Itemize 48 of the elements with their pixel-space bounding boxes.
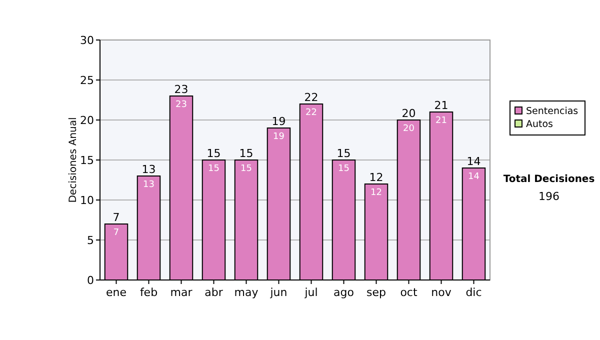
y-tick-label: 15 [80, 154, 94, 167]
y-tick-label: 20 [80, 114, 94, 127]
y-tick-label: 30 [80, 34, 94, 47]
data-label: 22 [306, 108, 317, 118]
total-label: 15 [336, 147, 351, 160]
data-label: 13 [143, 180, 154, 190]
data-label: 23 [176, 100, 187, 110]
x-tick-label: ago [334, 286, 354, 299]
data-label: 20 [403, 124, 415, 134]
x-tick-label: ene [106, 286, 127, 299]
x-tick-label: nov [431, 286, 452, 299]
text: 196 [538, 190, 560, 203]
total-label: 12 [369, 171, 384, 184]
total-label: 15 [206, 147, 221, 160]
data-label: 7 [113, 228, 120, 238]
total-label: 21 [434, 99, 448, 112]
total-label: 15 [239, 147, 254, 160]
x-tick-label: may [234, 286, 259, 299]
data-label: 14 [468, 172, 480, 182]
data-label: 21 [436, 116, 447, 126]
x-tick-label: abr [204, 286, 224, 299]
total-label: 20 [402, 107, 416, 120]
data-label: 15 [240, 164, 252, 174]
data-label: 15 [208, 164, 220, 174]
total-label: 14 [466, 155, 481, 168]
total-label: 23 [174, 83, 188, 96]
total-label: 7 [112, 211, 120, 224]
y-axis-title: Decisiones Anual [68, 117, 79, 203]
y-tick-label: 0 [87, 274, 94, 287]
legend-label: Sentencias [526, 106, 578, 117]
y-tick-label: 10 [80, 194, 94, 207]
total-label: 22 [304, 91, 318, 104]
text: Total Decisiones [503, 174, 595, 185]
x-tick-label: sep [366, 286, 386, 299]
x-tick-label: jul [304, 286, 318, 299]
x-tick-label: dic [466, 286, 482, 299]
total-label: 19 [272, 115, 286, 128]
y-tick-label: 25 [80, 74, 94, 87]
x-tick-label: feb [140, 286, 158, 299]
total-label: 13 [142, 163, 156, 176]
data-label: 15 [338, 164, 350, 174]
x-tick-label: mar [170, 286, 193, 299]
x-tick-label: jun [269, 286, 288, 299]
y-tick-label: 5 [87, 234, 94, 247]
data-label: 19 [273, 132, 285, 142]
data-label: 12 [370, 188, 382, 198]
x-tick-label: oct [400, 286, 418, 299]
legend-label: Autos [526, 119, 554, 130]
